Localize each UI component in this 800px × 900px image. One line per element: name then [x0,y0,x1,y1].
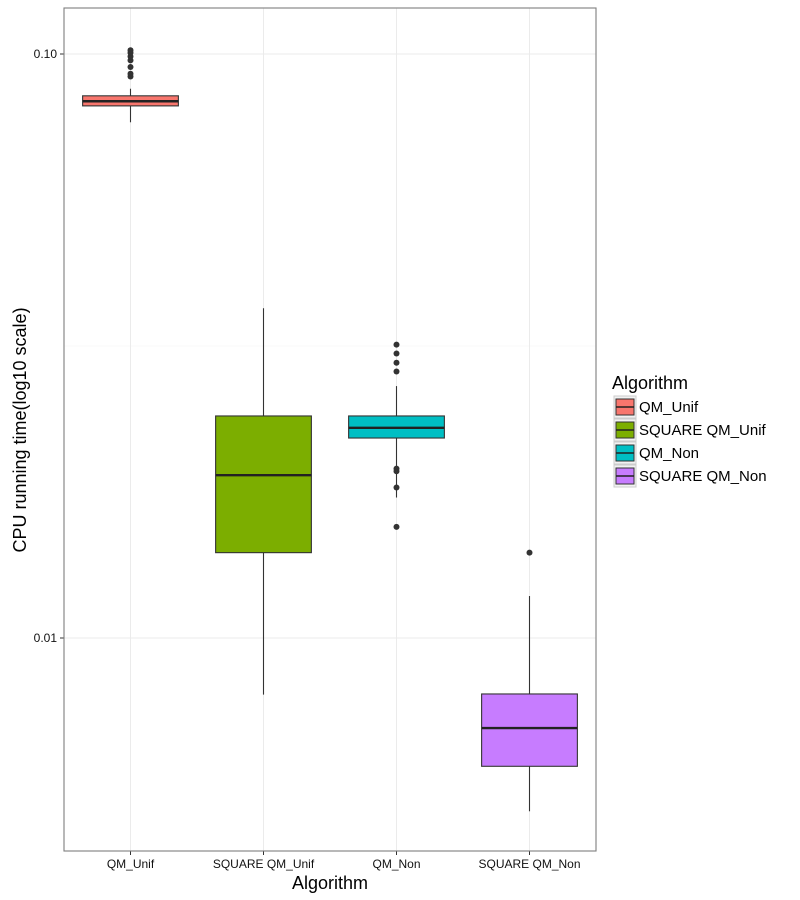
outlier-point [127,70,134,77]
legend-item: SQUARE QM_Unif [613,418,767,442]
outlier-point [393,523,400,530]
box-qm-non [348,341,445,530]
x-tick-label: SQUARE QM_Unif [213,857,315,871]
legend-label: SQUARE QM_Unif [639,422,767,439]
x-tick-label: SQUARE QM_Non [478,857,580,871]
box-body [215,415,312,554]
outlier-point [127,47,134,54]
outlier-point [393,350,400,357]
panel-border [63,7,597,852]
boxes [82,47,578,812]
legend-label: SQUARE QM_Non [639,468,767,485]
x-axis-title: Algorithm [292,873,368,893]
legend-label: QM_Unif [639,399,699,416]
legend: Algorithm QM_Unif SQUARE QM_Unif QM_Non SQU… [612,373,767,488]
legend-label: QM_Non [639,445,699,462]
outlier-point [526,549,533,556]
outlier-point [393,359,400,366]
box-square-qm-non [481,549,578,812]
box-body [481,693,578,767]
outlier-point [393,465,400,472]
outlier-point [127,64,134,71]
box-square-qm-unif [215,308,312,695]
outlier-point [393,368,400,375]
legend-item: QM_Unif [613,395,699,419]
x-tick-label: QM_Non [372,857,420,871]
y-tick-label: 0.01 [34,631,58,645]
box-qm-unif [82,47,179,123]
y-tick-label: 0.10 [34,47,58,61]
outlier-point [393,341,400,348]
outlier-point [393,484,400,491]
y-axis-title: CPU running time(log10 scale) [10,307,30,552]
legend-title: Algorithm [612,373,688,393]
legend-item: QM_Non [613,441,699,465]
legend-item: SQUARE QM_Non [613,464,767,488]
axis-ticks: 0.01 0.10 QM_Unif SQUARE QM_Unif QM_Non SQUAR… [34,47,581,871]
x-tick-label: QM_Unif [107,857,155,871]
